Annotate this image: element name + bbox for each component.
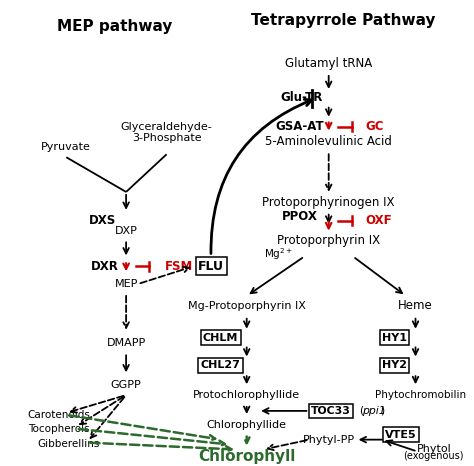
Text: Phytyl-PP: Phytyl-PP [302,435,355,445]
Text: Tetrapyrrole Pathway: Tetrapyrrole Pathway [251,13,436,27]
Text: Glu-TR: Glu-TR [281,91,323,104]
Text: VTE5: VTE5 [385,430,417,440]
Text: CHLM: CHLM [203,333,238,343]
Text: 5-Aminolevulinic Acid: 5-Aminolevulinic Acid [265,135,392,148]
Text: HY2: HY2 [382,360,407,370]
Text: PPOX: PPOX [282,210,318,223]
Text: Carotenoids: Carotenoids [27,410,91,420]
Text: CHL27: CHL27 [201,360,241,370]
Text: DXS: DXS [89,214,117,227]
Text: MEP pathway: MEP pathway [57,19,172,34]
Text: Gibberellins: Gibberellins [37,439,100,449]
Text: DMAPP: DMAPP [107,337,146,348]
Text: Protoporphyrin IX: Protoporphyrin IX [277,234,380,247]
Text: TOC33: TOC33 [310,406,351,416]
Text: MEP: MEP [114,279,138,289]
Text: Mg$^{2+}$: Mg$^{2+}$ [264,247,293,262]
Text: Chlorophyllide: Chlorophyllide [207,420,287,430]
Text: Phytol: Phytol [417,444,451,453]
Text: Mg-Protoporphyrin IX: Mg-Protoporphyrin IX [188,301,306,311]
Text: FSM: FSM [164,260,193,273]
Text: (: ( [360,406,364,416]
Text: Tocopherols: Tocopherols [27,424,89,434]
Text: Pyruvate: Pyruvate [41,142,91,152]
Text: DXP: DXP [115,226,137,236]
Text: (exogenous): (exogenous) [403,452,464,461]
Text: Glutamyl tRNA: Glutamyl tRNA [285,56,372,69]
Text: Phytochromobilin: Phytochromobilin [375,390,466,400]
Text: GC: GC [365,120,384,133]
Text: OXF: OXF [365,214,392,227]
Text: ppi1: ppi1 [363,406,386,416]
Text: HY1: HY1 [382,333,407,343]
Text: ): ) [380,406,384,416]
Text: Protoporphyrinogen IX: Protoporphyrinogen IX [263,196,395,209]
Text: GSA-AT: GSA-AT [275,120,324,133]
Text: FLU: FLU [198,260,224,273]
Text: Heme: Heme [398,299,433,312]
Text: GGPP: GGPP [111,380,141,390]
Text: Protochlorophyllide: Protochlorophyllide [193,390,300,400]
Text: Glyceraldehyde-
3-Phosphate: Glyceraldehyde- 3-Phosphate [121,122,212,143]
Text: DXR: DXR [91,260,119,273]
Text: Chlorophyll: Chlorophyll [198,449,295,464]
